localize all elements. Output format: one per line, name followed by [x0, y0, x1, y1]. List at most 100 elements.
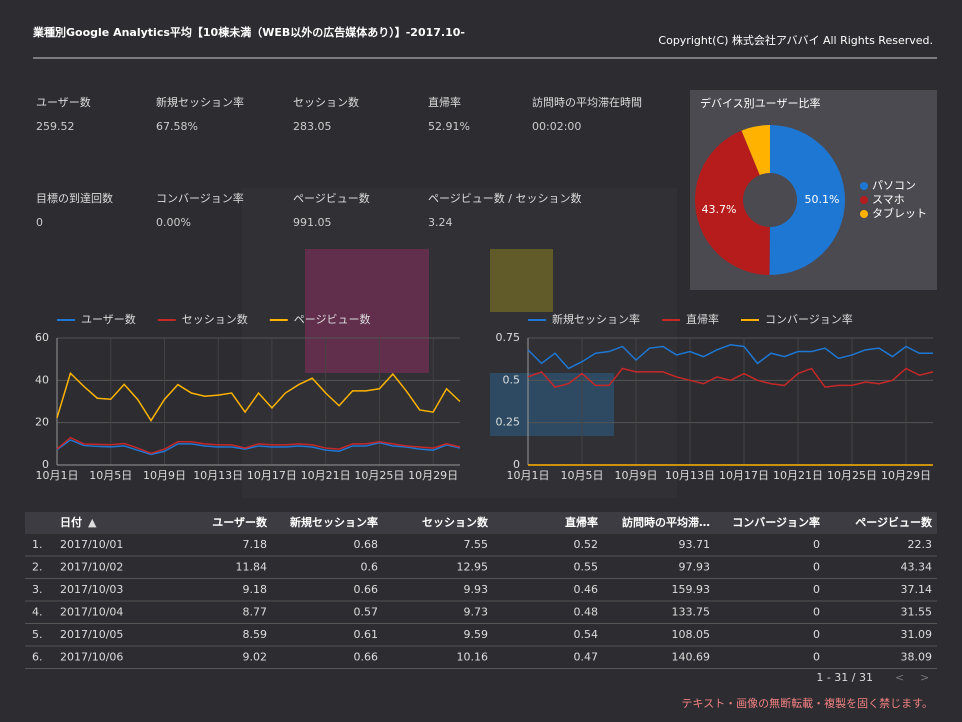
column-header[interactable]: 訪問時の平均滞… — [622, 515, 710, 529]
legend-label: コンバージョン率 — [765, 312, 853, 326]
table-cell: 11.84 — [236, 561, 268, 574]
x-tick-label: 10月29日 — [881, 469, 931, 482]
score-value: 283.05 — [293, 120, 332, 133]
table-cell: 159.93 — [672, 583, 711, 596]
table-cell: 7.18 — [243, 538, 268, 551]
column-header[interactable]: セッション数 — [422, 515, 489, 529]
y-tick-label: 0.25 — [496, 416, 521, 429]
score-value: 52.91% — [428, 120, 470, 133]
copyright: Copyright(C) 株式会社アババイ All Rights Reserve… — [658, 33, 933, 47]
score-label: セッション数 — [293, 96, 359, 109]
column-header[interactable]: 新規セッション率 — [290, 515, 378, 529]
table-cell: 0.6 — [361, 561, 379, 574]
legend-label: ユーザー数 — [81, 313, 136, 326]
table-header — [25, 512, 937, 534]
score-label: コンバージョン率 — [156, 191, 244, 205]
table-cell: 9.59 — [464, 628, 489, 641]
next-page[interactable]: > — [920, 671, 929, 684]
y-tick-label: 0.5 — [503, 373, 521, 386]
y-tick-label: 60 — [35, 331, 49, 344]
table-cell: 0 — [813, 628, 820, 641]
x-tick-label: 10月29日 — [408, 469, 458, 482]
legend-label: ページビュー数 — [294, 313, 371, 326]
x-tick-label: 10月13日 — [193, 469, 243, 482]
line-series — [527, 367, 934, 388]
score-value: 0 — [36, 216, 43, 229]
table-cell: 9.73 — [464, 606, 489, 619]
table-cell: 0.54 — [574, 628, 599, 641]
table-cell: 133.75 — [672, 606, 711, 619]
pie-title: デバイス別ユーザー比率 — [700, 96, 820, 110]
table-cell: 8.77 — [243, 606, 268, 619]
legend-label: パソコン — [872, 179, 916, 192]
table-cell: 0.46 — [574, 583, 599, 596]
legend-label: タブレット — [872, 206, 927, 220]
y-tick-label: 20 — [35, 416, 49, 429]
line-series — [56, 439, 461, 456]
table-cell: 2017/10/05 — [60, 628, 123, 641]
score-value: 0.00% — [156, 216, 191, 229]
table-cell: 97.93 — [679, 561, 711, 574]
y-tick-label: 0 — [513, 458, 520, 471]
column-header[interactable]: ユーザー数 — [212, 515, 268, 529]
y-tick-label: 0.75 — [496, 331, 521, 344]
pagination: 1 - 31 / 31 — [816, 671, 873, 684]
table-cell: 0 — [813, 606, 820, 619]
score-label: 新規セッション率 — [156, 95, 244, 109]
score-label: 訪問時の平均滞在時間 — [532, 95, 642, 109]
table-cell: 0.68 — [354, 538, 379, 551]
table-cell: 0.57 — [354, 606, 379, 619]
table-cell: 0.48 — [574, 606, 599, 619]
table-cell: 6. — [32, 651, 43, 664]
table-cell: 0.61 — [354, 628, 379, 641]
score-label: ユーザー数 — [36, 96, 91, 109]
table-cell: 0 — [813, 561, 820, 574]
x-tick-label: 10月13日 — [665, 469, 715, 482]
table-cell: 2017/10/03 — [60, 583, 123, 596]
x-tick-label: 10月21日 — [773, 469, 823, 482]
score-value: 3.24 — [428, 216, 453, 229]
column-header[interactable]: 直帰率 — [565, 515, 598, 529]
table-cell: 0.55 — [574, 561, 599, 574]
table-cell: 2017/10/01 — [60, 538, 123, 551]
prev-page[interactable]: < — [895, 671, 904, 684]
table-cell: 0.47 — [574, 651, 599, 664]
x-tick-label: 10月17日 — [719, 469, 769, 482]
legend-label: 直帰率 — [686, 312, 719, 326]
legend-label: 新規セッション率 — [552, 312, 640, 326]
table-cell: 31.09 — [901, 628, 933, 641]
legend-swatch — [860, 210, 868, 218]
column-header[interactable]: 日付 — [60, 515, 82, 529]
table-cell: 0.52 — [574, 538, 599, 551]
table-cell: 0 — [813, 651, 820, 664]
pie-slice — [695, 130, 770, 275]
x-tick-label: 10月25日 — [354, 469, 404, 482]
watermark — [490, 249, 553, 312]
table-cell: 93.71 — [679, 538, 711, 551]
x-tick-label: 10月17日 — [247, 469, 297, 482]
table-cell: 2. — [32, 561, 43, 574]
table-cell: 7.55 — [464, 538, 489, 551]
pie-slice — [769, 125, 846, 275]
column-header[interactable]: ページビュー数 — [855, 515, 933, 529]
line-series — [56, 436, 461, 455]
x-tick-label: 10月1日 — [36, 469, 79, 482]
column-header[interactable]: コンバージョン率 — [732, 515, 820, 529]
footer-note: テキスト・画像の無断転載・複製を固く禁じます。 — [681, 696, 933, 710]
table-cell: 9.18 — [243, 583, 268, 596]
legend-label: セッション数 — [182, 313, 248, 326]
sort-icon: ▲ — [88, 516, 97, 529]
title: 業種別Google Analytics平均【10棟未満（WEB以外の広告媒体あり… — [32, 25, 465, 39]
table-cell: 3. — [32, 583, 43, 596]
y-tick-label: 40 — [35, 373, 49, 386]
table-cell: 9.02 — [243, 651, 268, 664]
pie-label: 50.1% — [805, 193, 840, 206]
score-label: ページビュー数 — [293, 192, 370, 205]
score-label: 直帰率 — [428, 95, 461, 109]
table-cell: 8.59 — [243, 628, 268, 641]
table-cell: 2017/10/04 — [60, 606, 123, 619]
watermark — [305, 249, 429, 373]
table-cell: 10.16 — [457, 651, 489, 664]
score-value: 00:02:00 — [532, 120, 581, 133]
table-cell: 22.3 — [908, 538, 933, 551]
